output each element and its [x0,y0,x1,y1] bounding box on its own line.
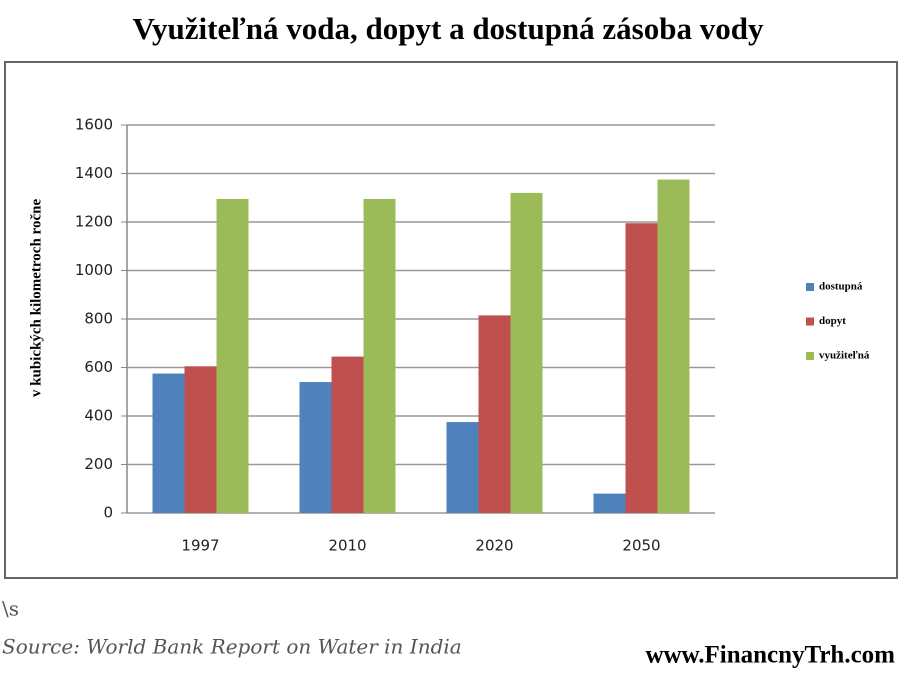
legend-swatch [806,352,814,360]
bar [184,366,217,513]
y-axis-label: v kubických kilometroch ročne [28,199,44,398]
x-tick-label: 2020 [475,537,513,555]
legend-swatch [806,317,814,326]
x-tick-label: 1997 [181,537,219,555]
x-tick-label: 2050 [622,537,660,555]
bar [446,422,479,513]
y-tick-label: 800 [84,310,113,328]
chart-title: Využiteľná voda, dopyt a dostupná zásoba… [133,11,764,46]
y-tick-label: 1200 [75,213,113,231]
bar [216,198,249,513]
bar [331,356,364,513]
y-tick-label: 1000 [75,261,113,279]
y-tick-label: 400 [84,407,113,425]
y-tick-label: 600 [84,358,113,376]
legend-label: dopyt [819,315,846,327]
bar [299,382,332,513]
bar [152,373,185,513]
chart-frame [4,61,898,579]
bar [510,192,543,513]
source: Source: World Bank Report on Water in In… [2,635,462,659]
x-tick-label: 2010 [328,537,366,555]
legend-label: využiteľná [819,350,870,362]
legend-swatch [806,283,814,291]
y-tick-label: 1400 [75,164,113,182]
y-tick-label: 1600 [75,116,113,134]
bar [625,223,658,513]
legend-label: dostupná [819,281,863,293]
note: \s [2,597,19,621]
bar [478,315,511,513]
bar [363,198,396,513]
bar [657,179,690,513]
y-tick-label: 0 [103,504,113,522]
watermark: www.FinancnyTrh.com [645,642,895,669]
bar [593,493,626,513]
y-tick-label: 200 [84,455,113,473]
